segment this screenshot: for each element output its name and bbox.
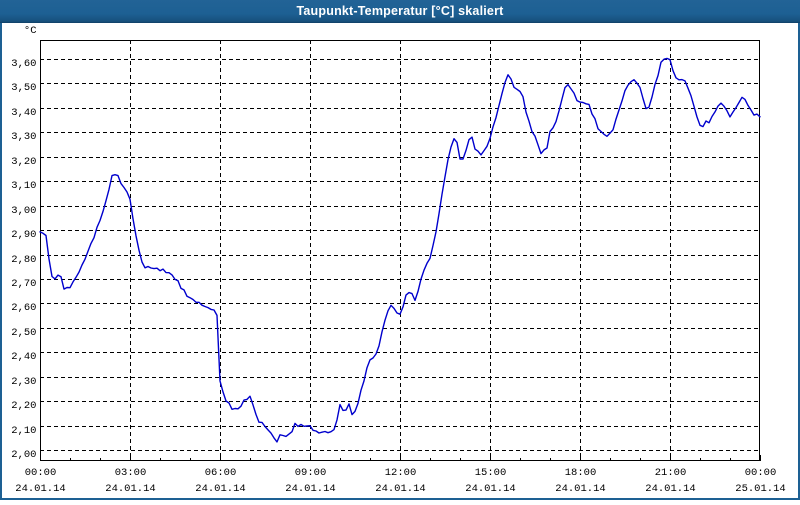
svg-text:2,30: 2,30 xyxy=(11,376,36,388)
svg-text:24.01.14: 24.01.14 xyxy=(375,483,425,495)
svg-text:3,10: 3,10 xyxy=(11,180,36,192)
svg-text:3,40: 3,40 xyxy=(11,107,36,119)
svg-text:21:00: 21:00 xyxy=(655,467,687,479)
svg-text:09:00: 09:00 xyxy=(295,467,327,479)
svg-text:2,40: 2,40 xyxy=(11,351,36,363)
svg-text:2,70: 2,70 xyxy=(11,278,36,290)
svg-text:24.01.14: 24.01.14 xyxy=(15,483,65,495)
svg-text:2,60: 2,60 xyxy=(11,302,36,314)
svg-text:00:00: 00:00 xyxy=(745,467,777,479)
svg-text:00:00: 00:00 xyxy=(25,467,57,479)
svg-text:24.01.14: 24.01.14 xyxy=(285,483,335,495)
svg-text:2,50: 2,50 xyxy=(11,327,36,339)
svg-text:2,20: 2,20 xyxy=(11,400,36,412)
svg-text:2,10: 2,10 xyxy=(11,425,36,437)
svg-text:12:00: 12:00 xyxy=(385,467,417,479)
svg-text:24.01.14: 24.01.14 xyxy=(465,483,515,495)
svg-text:18:00: 18:00 xyxy=(565,467,597,479)
svg-text:3,00: 3,00 xyxy=(11,205,36,217)
svg-text:3,60: 3,60 xyxy=(11,58,36,70)
svg-text:2,80: 2,80 xyxy=(11,254,36,266)
svg-text:24.01.14: 24.01.14 xyxy=(105,483,155,495)
svg-text:2,00: 2,00 xyxy=(11,449,36,461)
svg-text:°C: °C xyxy=(24,25,37,37)
svg-text:24.01.14: 24.01.14 xyxy=(195,483,245,495)
svg-text:03:00: 03:00 xyxy=(115,467,147,479)
svg-text:3,30: 3,30 xyxy=(11,131,36,143)
svg-text:2,90: 2,90 xyxy=(11,229,36,241)
svg-text:3,20: 3,20 xyxy=(11,156,36,168)
svg-text:24.01.14: 24.01.14 xyxy=(645,483,695,495)
svg-text:3,50: 3,50 xyxy=(11,82,36,94)
svg-text:06:00: 06:00 xyxy=(205,467,237,479)
svg-text:24.01.14: 24.01.14 xyxy=(555,483,605,495)
svg-text:15:00: 15:00 xyxy=(475,467,507,479)
svg-text:25.01.14: 25.01.14 xyxy=(735,483,785,495)
